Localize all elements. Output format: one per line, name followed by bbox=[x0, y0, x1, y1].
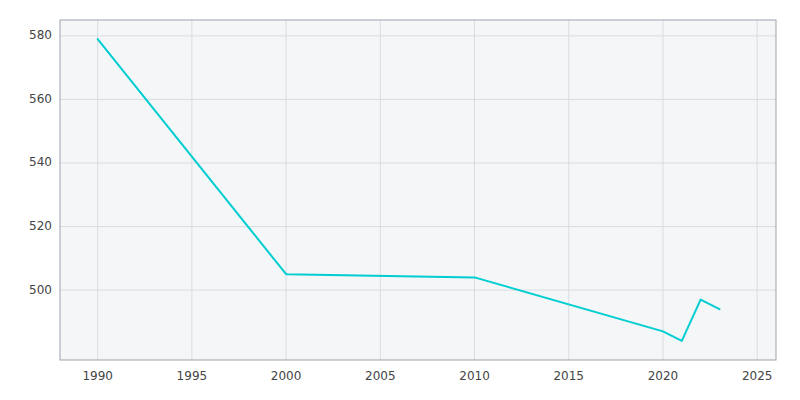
y-tick-label: 580 bbox=[29, 28, 52, 42]
plot-frame bbox=[60, 20, 776, 360]
chart-container: 500 520 540 560 580 1990 1995 2000 2005 2010 2015 2… bbox=[0, 0, 800, 400]
y-grid-line bbox=[60, 162, 776, 163]
x-grid-line bbox=[286, 20, 287, 360]
y-grid-line bbox=[60, 290, 776, 291]
y-grid-line bbox=[60, 35, 776, 36]
y-tick-label: 520 bbox=[29, 219, 52, 233]
x-grid-line bbox=[757, 20, 758, 360]
x-tick-label: 2000 bbox=[271, 369, 302, 383]
grid bbox=[60, 20, 776, 360]
tick-labels: 500 520 540 560 580 1990 1995 2000 2005 2010 2015 2… bbox=[29, 28, 772, 383]
y-tick-label: 540 bbox=[29, 155, 52, 169]
x-grid-line bbox=[97, 20, 98, 360]
series-group bbox=[98, 39, 720, 341]
y-grid-line bbox=[60, 226, 776, 227]
x-tick-label: 2010 bbox=[459, 369, 490, 383]
y-grid-line bbox=[60, 99, 776, 100]
x-tick-label: 2015 bbox=[553, 369, 584, 383]
data-line bbox=[98, 39, 720, 341]
x-grid-line bbox=[474, 20, 475, 360]
y-tick-label: 500 bbox=[29, 283, 52, 297]
x-tick-label: 1990 bbox=[82, 369, 113, 383]
x-tick-label: 2020 bbox=[648, 369, 679, 383]
chart-svg: 500 520 540 560 580 1990 1995 2000 2005 2010 2015 2… bbox=[0, 0, 800, 400]
y-tick-label: 560 bbox=[29, 92, 52, 106]
x-grid-line bbox=[662, 20, 663, 360]
x-tick-label: 2005 bbox=[365, 369, 396, 383]
x-grid-line bbox=[380, 20, 381, 360]
x-grid-line bbox=[568, 20, 569, 360]
x-tick-label: 2025 bbox=[742, 369, 773, 383]
plot-background bbox=[60, 20, 776, 360]
x-tick-label: 1995 bbox=[177, 369, 208, 383]
x-grid-line bbox=[191, 20, 192, 360]
